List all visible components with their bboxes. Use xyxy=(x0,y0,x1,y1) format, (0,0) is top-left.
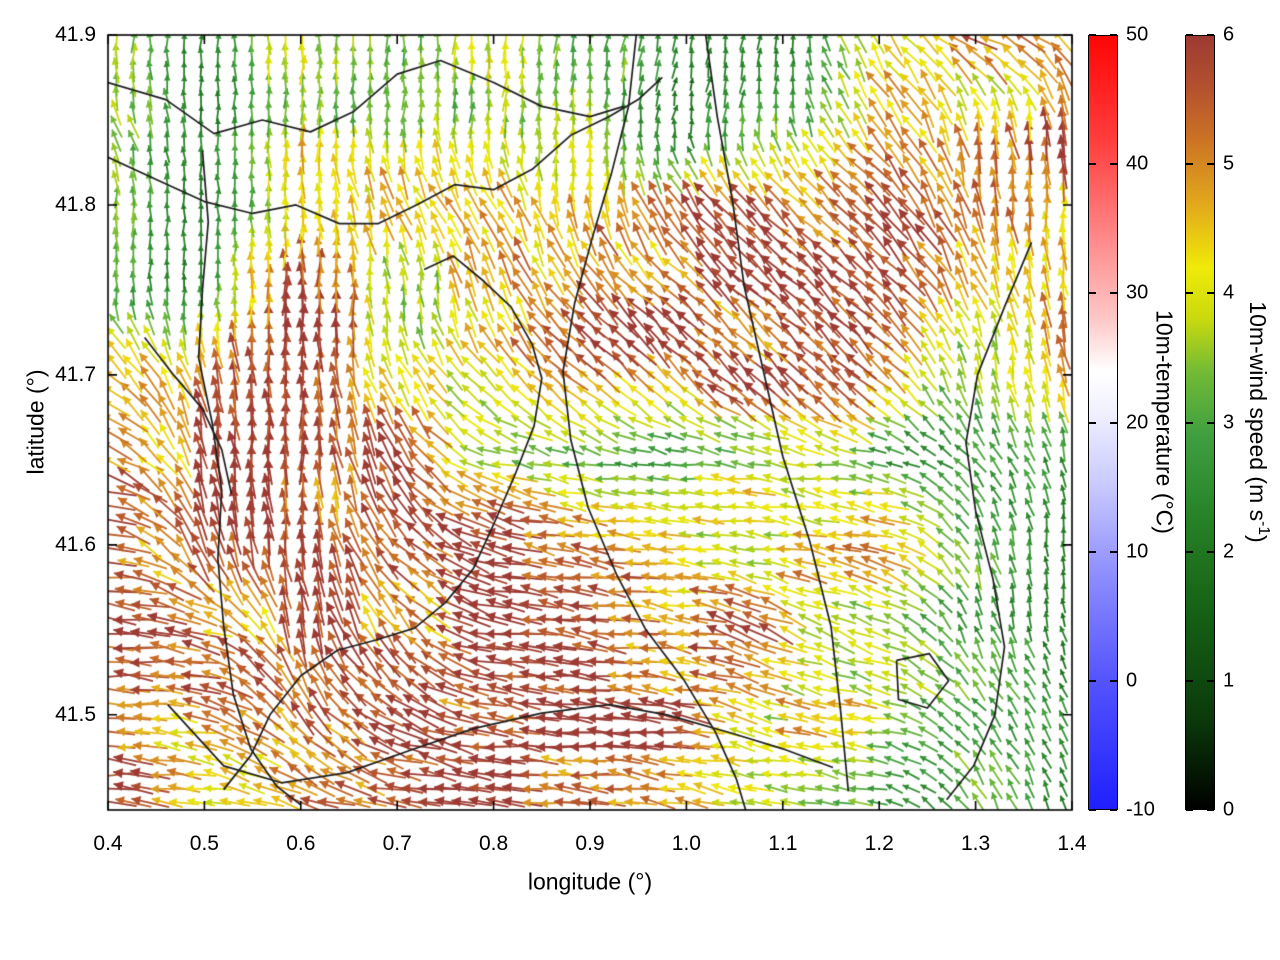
temperature-colorbar-tick xyxy=(1089,163,1096,166)
wind-speed-colorbar-title-sup: -1 xyxy=(1254,521,1272,536)
x-tick-label: 0.8 xyxy=(478,832,509,855)
y-axis-title: latitude (°) xyxy=(22,369,49,475)
wind-speed-colorbar-tick xyxy=(1186,292,1193,295)
temperature-colorbar-tick xyxy=(1089,809,1096,811)
temperature-colorbar-tick-label: 30 xyxy=(1126,281,1149,304)
temperature-colorbar-tick xyxy=(1110,421,1117,424)
temperature-colorbar-tick xyxy=(1110,163,1117,166)
y-tick-label: 41.5 xyxy=(55,702,96,726)
wind-speed-colorbar-tick-label: 3 xyxy=(1223,411,1235,433)
temperature-colorbar-tick-label: 10 xyxy=(1126,540,1149,563)
temperature-colorbar-tick xyxy=(1110,550,1117,553)
temperature-colorbar-tick-label: 50 xyxy=(1126,23,1149,46)
x-tick-label: 0.7 xyxy=(382,832,412,855)
temperature-colorbar-tick xyxy=(1110,292,1117,295)
temperature-colorbar-tick-label: 20 xyxy=(1126,411,1149,433)
temperature-colorbar-tick xyxy=(1089,421,1096,424)
wind-speed-colorbar-title: 10m-wind speed (m s-1) xyxy=(1244,301,1272,542)
y-tick-label: 41.9 xyxy=(55,23,96,46)
wind-speed-colorbar-tick xyxy=(1186,809,1193,811)
temperature-colorbar-tick xyxy=(1089,292,1096,295)
wind-speed-colorbar-tick-label: 0 xyxy=(1223,798,1235,821)
temperature-colorbar-tick-label: 40 xyxy=(1126,152,1149,175)
y-tick-label: 41.6 xyxy=(55,532,96,556)
temperature-colorbar-tick xyxy=(1089,34,1096,36)
wind-speed-colorbar-title-end: ) xyxy=(1245,535,1272,543)
wind-speed-colorbar-tick xyxy=(1186,550,1193,553)
y-tick-label: 41.7 xyxy=(55,362,96,386)
x-tick-label: 1.4 xyxy=(1057,832,1087,855)
wind-speed-colorbar-tick xyxy=(1207,421,1214,424)
wind-speed-colorbar-tick xyxy=(1186,34,1193,36)
x-tick-label: 1.3 xyxy=(960,832,991,855)
temperature-colorbar-tick xyxy=(1089,679,1096,682)
wind-speed-colorbar-tick-label: 2 xyxy=(1223,540,1235,563)
wind-speed-colorbar-tick-label: 1 xyxy=(1223,669,1235,692)
wind-speed-colorbar-tick xyxy=(1207,292,1214,295)
temperature-colorbar-tick xyxy=(1110,679,1117,682)
temperature-colorbar-tick xyxy=(1089,550,1096,553)
wind-speed-colorbar-tick xyxy=(1207,550,1214,553)
wind-speed-colorbar-tick xyxy=(1186,163,1193,166)
wind-speed-colorbar-title-main: 10m-wind speed (m s xyxy=(1245,301,1272,522)
temperature-colorbar-title: 10m-temperature (°C) xyxy=(1151,310,1178,534)
wind-speed-colorbar-tick-label: 4 xyxy=(1223,281,1235,304)
wind-speed-colorbar-tick xyxy=(1207,34,1214,36)
y-tick-label: 41.8 xyxy=(55,192,96,216)
wind-speed-colorbar-tick xyxy=(1207,679,1214,682)
wind-speed-colorbar-tick xyxy=(1207,163,1214,166)
x-tick-label: 0.9 xyxy=(575,832,605,855)
wind-speed-colorbar-tick xyxy=(1186,421,1193,424)
x-tick-label: 0.6 xyxy=(286,832,316,855)
wind-speed-colorbar: 0 1 2 3 4 5 6 xyxy=(1185,24,1234,821)
x-tick-label: 1.2 xyxy=(864,832,894,855)
x-tick-label: 1.0 xyxy=(671,832,701,855)
wind-speed-colorbar-tick-label: 6 xyxy=(1223,23,1235,46)
temperature-colorbar-tick xyxy=(1110,809,1117,811)
x-axis-title: longitude (°) xyxy=(527,868,653,895)
temperature-colorbar: -10 0 10 20 30 40 50 xyxy=(1088,24,1155,821)
x-tick-label: 0.4 xyxy=(93,832,123,855)
temperature-colorbar-tick xyxy=(1110,34,1117,36)
wind-speed-colorbar-tick-label: 5 xyxy=(1223,152,1235,175)
temperature-colorbar-tick-label: 0 xyxy=(1126,669,1138,692)
wind-speed-colorbar-tick xyxy=(1186,679,1193,682)
wind-speed-colorbar-tick xyxy=(1207,809,1214,811)
x-tick-label: 0.5 xyxy=(189,832,219,855)
x-tick-label: 1.1 xyxy=(768,832,798,855)
temperature-colorbar-tick-label: -10 xyxy=(1126,798,1155,821)
